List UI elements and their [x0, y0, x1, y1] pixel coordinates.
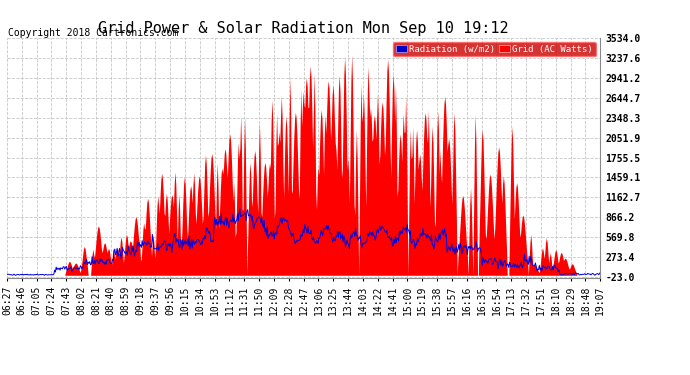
- Text: Copyright 2018 Cartronics.com: Copyright 2018 Cartronics.com: [8, 28, 179, 38]
- Legend: Radiation (w/m2), Grid (AC Watts): Radiation (w/m2), Grid (AC Watts): [393, 42, 595, 56]
- Title: Grid Power & Solar Radiation Mon Sep 10 19:12: Grid Power & Solar Radiation Mon Sep 10 …: [98, 21, 509, 36]
